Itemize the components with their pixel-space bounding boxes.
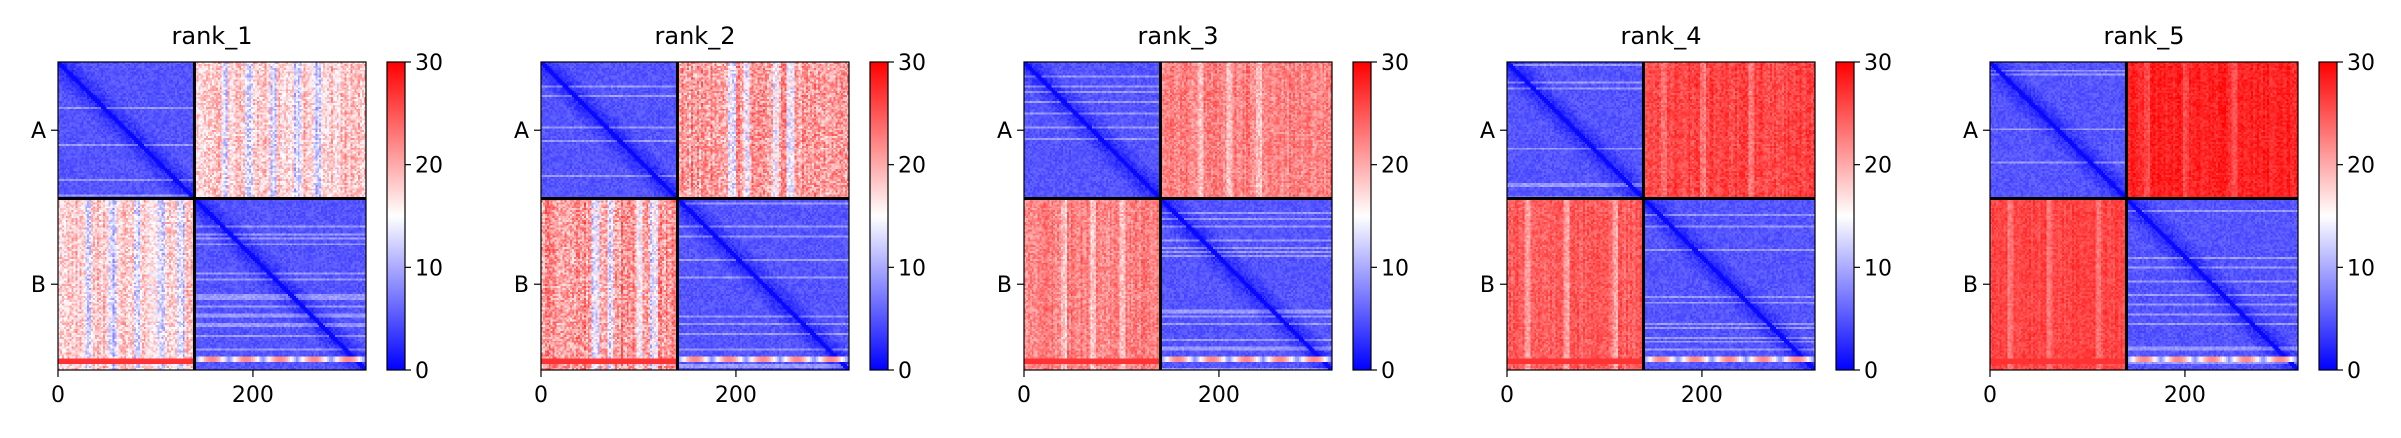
colorbar: [386, 61, 406, 371]
panel-rank_2: rank_2 A B 0 200 0 10 20 30: [514, 22, 926, 408]
panel-title: rank_2: [655, 22, 736, 50]
y-tick-label: B: [31, 273, 46, 298]
colorbar-tick-label: 0: [2347, 359, 2361, 384]
x-tick-label: 0: [1017, 383, 1031, 408]
panel-title: rank_1: [172, 22, 253, 50]
colorbar-tick-label: 20: [1864, 154, 1892, 179]
y-tick-label: B: [514, 273, 529, 298]
panel-title: rank_4: [1621, 22, 1702, 50]
x-tick-label: 200: [715, 383, 757, 408]
heatmap-image: [1990, 62, 2298, 370]
colorbar-tick-label: 0: [1381, 359, 1395, 384]
colorbar-tick-label: 20: [1381, 154, 1409, 179]
x-tick-label: 200: [1681, 383, 1723, 408]
colorbar-tick-label: 10: [1864, 256, 1892, 281]
x-tick-label: 0: [1500, 383, 1514, 408]
panel-rank_1: rank_1 A B 0 200 0 10 20 30: [31, 22, 443, 408]
colorbar: [2318, 61, 2338, 371]
plot-frame: [57, 61, 367, 371]
plot-frame: [540, 61, 850, 371]
y-tick-label: B: [1963, 273, 1978, 298]
y-tick-label: A: [1480, 119, 1495, 144]
y-tick-label: A: [514, 119, 529, 144]
colorbar: [1352, 61, 1372, 371]
plot-frame: [1506, 61, 1816, 371]
x-tick-label: 0: [51, 383, 65, 408]
colorbar-tick-label: 20: [415, 154, 443, 179]
heatmap-image: [1024, 62, 1332, 370]
colorbar-tick-label: 30: [415, 51, 443, 76]
panel-title: rank_5: [2104, 22, 2185, 50]
panel-title: rank_3: [1138, 22, 1219, 50]
colorbar-tick-label: 20: [898, 154, 926, 179]
colorbar-tick-label: 0: [898, 359, 912, 384]
y-tick-label: B: [997, 273, 1012, 298]
panel-rank_3: rank_3 A B 0 200 0 10 20 30: [997, 22, 1409, 408]
x-tick-label: 200: [2164, 383, 2206, 408]
y-tick-label: A: [31, 119, 46, 144]
colorbar-tick-label: 0: [415, 359, 429, 384]
colorbar-tick-label: 10: [2347, 256, 2375, 281]
plot-frame: [1989, 61, 2299, 371]
colorbar-tick-label: 30: [1381, 51, 1409, 76]
colorbar-tick-label: 10: [1381, 256, 1409, 281]
colorbar-tick-label: 30: [1864, 51, 1892, 76]
x-tick-label: 200: [1198, 383, 1240, 408]
x-tick-label: 0: [1983, 383, 1997, 408]
y-tick-label: B: [1480, 273, 1495, 298]
colorbar-tick-label: 20: [2347, 154, 2375, 179]
y-tick-label: A: [997, 119, 1012, 144]
colorbar-tick-label: 10: [898, 256, 926, 281]
colorbar-tick-label: 10: [415, 256, 443, 281]
colorbar-tick-label: 30: [898, 51, 926, 76]
x-tick-label: 200: [232, 383, 274, 408]
colorbar-tick-label: 30: [2347, 51, 2375, 76]
heatmap-image: [541, 62, 849, 370]
heatmap-image: [1507, 62, 1815, 370]
panel-rank_4: rank_4 A B 0 200 0 10 20 30: [1480, 22, 1892, 408]
plot-frame: [1023, 61, 1333, 371]
y-tick-label: A: [1963, 119, 1978, 144]
panel-rank_5: rank_5 A B 0 200 0 10 20 30: [1963, 22, 2375, 408]
colorbar: [869, 61, 889, 371]
x-tick-label: 0: [534, 383, 548, 408]
heatmap-image: [58, 62, 366, 370]
colorbar-tick-label: 0: [1864, 359, 1878, 384]
colorbar: [1835, 61, 1855, 371]
